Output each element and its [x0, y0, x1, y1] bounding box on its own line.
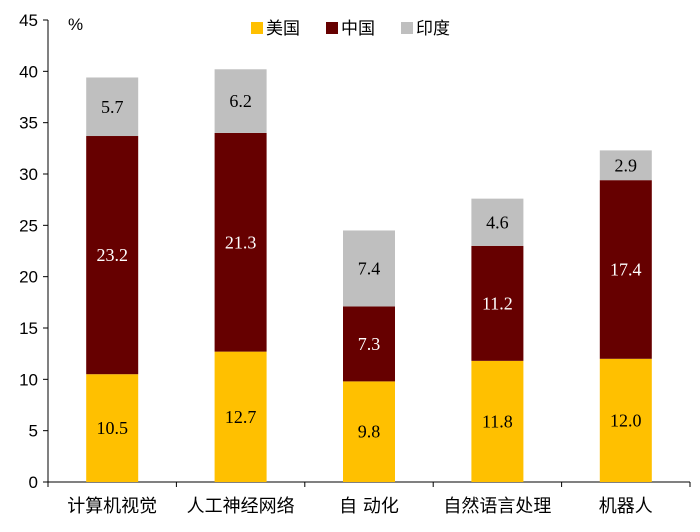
bar-segment: [343, 306, 395, 382]
x-category-label: 计算机视觉: [67, 496, 157, 517]
data-label: 12.7: [225, 407, 257, 427]
y-tick-label: 35: [19, 114, 38, 133]
y-tick-label: 20: [19, 268, 38, 287]
data-label: 2.9: [615, 155, 638, 175]
x-category-label: 机器人: [599, 496, 653, 517]
y-tick-label: 45: [19, 11, 38, 30]
bar-segment: [343, 230, 395, 307]
bar-segment: [214, 351, 267, 482]
data-label: 10.5: [96, 418, 128, 438]
data-label: 12.0: [610, 410, 642, 430]
axes: 0 5 10 15 20 25 30 35 40 45 计算机视觉 人工神经网络 自 动化 自然语言处理 机…: [19, 11, 691, 517]
bar-segment: [471, 198, 524, 246]
x-category-label: 自 动化: [339, 496, 399, 517]
data-label: 11.8: [482, 411, 513, 431]
bar-segment: [86, 374, 139, 482]
data-label: 11.2: [482, 293, 513, 313]
x-category-label: 自然语言处理: [443, 496, 551, 517]
data-label: 7.4: [358, 258, 381, 278]
data-label: 6.2: [229, 91, 252, 111]
bar-segment: [471, 360, 524, 482]
y-tick-label: 15: [19, 319, 38, 338]
legend: 美国 中国 印度: [251, 19, 450, 39]
y-tick-label: 10: [19, 370, 38, 389]
legend-label: 印度: [416, 19, 450, 39]
x-category-label: 人工神经网络: [187, 496, 295, 517]
bar-segment: [599, 180, 652, 359]
y-tick-label: 0: [29, 473, 38, 492]
bar-segment: [599, 150, 652, 181]
y-tick-label: 40: [19, 62, 38, 81]
data-label: 5.7: [101, 97, 124, 117]
legend-swatch: [251, 22, 263, 34]
data-label: 4.6: [486, 212, 509, 232]
bar-segment: [214, 69, 267, 133]
bar-segment: [214, 132, 267, 352]
y-axis-unit-label: %: [68, 15, 83, 34]
legend-label: 美国: [266, 19, 300, 39]
bar-segment: [86, 77, 139, 137]
data-label: 21.3: [225, 232, 257, 252]
y-tick-label: 25: [19, 216, 38, 235]
bar-segment: [471, 245, 524, 361]
bar-segment: [86, 136, 139, 375]
data-label: 7.3: [358, 334, 381, 354]
bar-segment: [599, 358, 652, 482]
legend-swatch: [401, 22, 413, 34]
data-label: 17.4: [610, 259, 642, 279]
data-label: 23.2: [96, 245, 128, 265]
legend-swatch: [326, 22, 338, 34]
bars: [86, 69, 652, 482]
legend-label: 中国: [341, 19, 375, 39]
y-tick-label: 30: [19, 165, 38, 184]
data-labels: 10.5 23.2 5.7 12.7 21.3 6.2 9.8 7.3 7.4 11.8 11.2 4…: [96, 91, 641, 442]
bar-segment: [343, 381, 395, 482]
data-label: 9.8: [358, 422, 381, 442]
y-tick-label: 5: [29, 422, 38, 441]
